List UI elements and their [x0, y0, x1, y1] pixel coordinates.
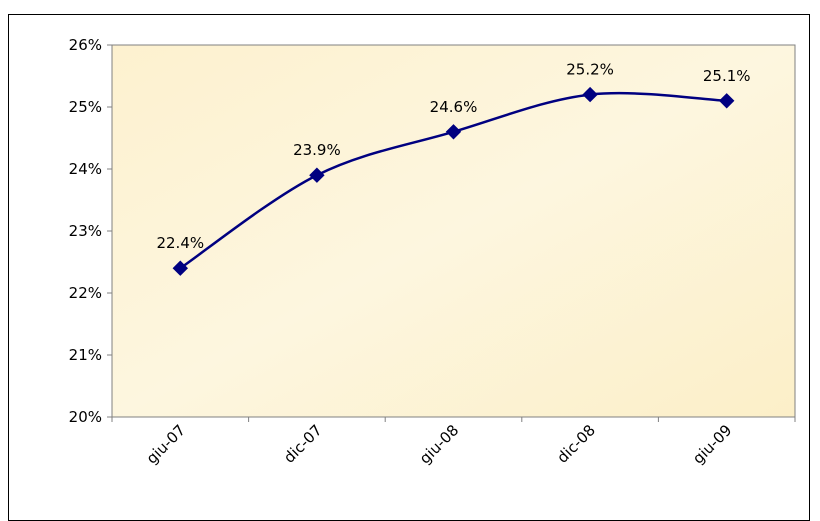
y-tick-label: 26% — [69, 36, 102, 54]
data-label: 22.4% — [156, 234, 204, 252]
x-tick-label: dic-07 — [280, 421, 326, 467]
data-point-marker — [172, 260, 189, 276]
y-axis: 20% 21% 22% 23% 24% 25% 26% — [69, 36, 112, 426]
y-tick-label: 25% — [69, 98, 102, 116]
data-label: 24.6% — [430, 98, 478, 116]
data-label: 23.9% — [293, 141, 341, 159]
data-point-marker — [718, 93, 735, 109]
y-tick-label: 23% — [69, 222, 102, 240]
x-tick-label: dic-08 — [553, 421, 599, 467]
y-tick-label: 21% — [69, 346, 102, 364]
y-tick-label: 20% — [69, 408, 102, 426]
series-group — [172, 86, 735, 276]
data-point-marker — [582, 86, 598, 103]
x-tick-label: giu-09 — [689, 421, 735, 467]
data-labels: 22.4% 23.9% 24.6% 25.2% 25.1% — [156, 61, 750, 253]
y-tick-label: 22% — [69, 284, 102, 302]
data-label: 25.2% — [566, 61, 614, 79]
data-point-marker — [309, 167, 325, 183]
plot-area — [111, 44, 796, 418]
y-tick-label: 24% — [69, 160, 102, 178]
data-label: 25.1% — [703, 67, 751, 85]
x-tick-label: giu-08 — [416, 421, 462, 467]
data-point-marker — [445, 124, 462, 140]
x-axis: giu-07 dic-07 giu-08 dic-08 giu-09 — [111, 417, 796, 468]
x-tick-label: giu-07 — [143, 421, 189, 467]
